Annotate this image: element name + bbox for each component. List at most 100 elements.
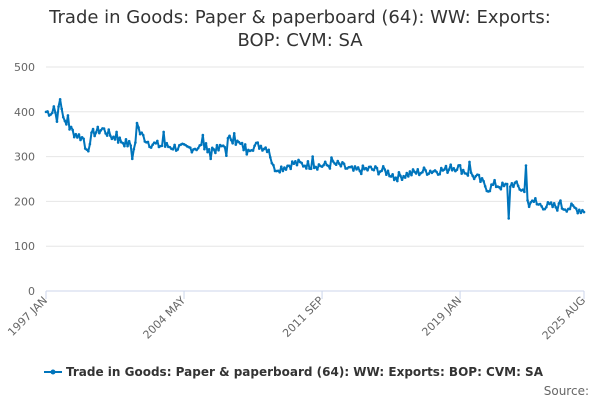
data-point[interactable]	[113, 138, 117, 141]
data-point[interactable]	[424, 169, 427, 172]
data-point[interactable]	[361, 164, 365, 167]
data-point[interactable]	[112, 135, 115, 139]
data-point[interactable]	[534, 196, 537, 200]
data-point[interactable]	[339, 164, 343, 168]
data-point[interactable]	[353, 165, 357, 168]
data-point[interactable]	[102, 127, 106, 130]
data-point[interactable]	[66, 114, 70, 117]
data-point[interactable]	[316, 168, 319, 171]
data-point[interactable]	[229, 138, 233, 142]
data-point[interactable]	[116, 141, 120, 144]
data-point[interactable]	[65, 123, 68, 126]
data-point[interactable]	[570, 202, 573, 205]
data-point[interactable]	[228, 134, 231, 138]
data-point[interactable]	[460, 172, 463, 175]
data-point[interactable]	[421, 170, 424, 174]
data-point[interactable]	[328, 167, 332, 170]
data-point[interactable]	[383, 168, 387, 171]
data-point[interactable]	[265, 150, 269, 154]
data-point[interactable]	[563, 208, 567, 211]
data-point[interactable]	[428, 169, 432, 173]
data-point[interactable]	[240, 141, 244, 145]
data-point[interactable]	[515, 180, 518, 183]
data-point[interactable]	[565, 210, 569, 213]
data-point[interactable]	[217, 148, 220, 152]
data-point[interactable]	[129, 144, 132, 147]
data-point[interactable]	[465, 172, 468, 175]
data-point[interactable]	[287, 164, 291, 168]
data-point[interactable]	[127, 139, 131, 143]
data-point[interactable]	[449, 163, 452, 166]
data-point[interactable]	[416, 168, 420, 171]
data-point[interactable]	[400, 178, 404, 182]
data-point[interactable]	[269, 156, 272, 159]
data-point[interactable]	[141, 133, 145, 137]
data-point[interactable]	[576, 211, 580, 215]
data-point[interactable]	[551, 205, 554, 209]
data-point[interactable]	[523, 190, 526, 194]
data-point[interactable]	[91, 127, 95, 131]
data-point[interactable]	[493, 178, 496, 182]
data-point[interactable]	[107, 128, 111, 131]
data-point[interactable]	[88, 142, 92, 146]
data-point[interactable]	[538, 202, 542, 206]
data-point[interactable]	[557, 202, 561, 205]
data-point[interactable]	[76, 136, 79, 139]
data-point[interactable]	[171, 147, 175, 151]
data-point[interactable]	[151, 143, 154, 146]
data-point[interactable]	[389, 175, 393, 178]
data-point[interactable]	[450, 168, 454, 172]
data-point[interactable]	[579, 211, 583, 215]
data-point[interactable]	[132, 147, 136, 151]
data-point[interactable]	[258, 147, 261, 150]
data-point[interactable]	[278, 170, 282, 174]
data-point[interactable]	[49, 113, 53, 116]
data-point[interactable]	[403, 176, 407, 179]
data-point[interactable]	[279, 165, 283, 168]
data-point[interactable]	[130, 157, 134, 161]
data-point[interactable]	[163, 145, 167, 148]
data-point[interactable]	[68, 128, 71, 131]
data-point[interactable]	[123, 144, 126, 148]
data-point[interactable]	[283, 166, 286, 169]
data-point[interactable]	[521, 188, 525, 191]
data-point[interactable]	[374, 165, 377, 168]
data-point[interactable]	[281, 169, 285, 173]
data-point[interactable]	[270, 161, 274, 165]
data-point[interactable]	[392, 178, 396, 182]
data-point[interactable]	[356, 166, 360, 169]
data-point[interactable]	[290, 160, 294, 163]
data-point[interactable]	[272, 163, 275, 167]
data-point[interactable]	[410, 173, 413, 177]
data-point[interactable]	[377, 172, 380, 176]
data-point[interactable]	[479, 180, 482, 183]
data-point[interactable]	[256, 141, 260, 144]
data-point[interactable]	[93, 134, 96, 138]
data-point[interactable]	[507, 217, 511, 220]
data-point[interactable]	[259, 144, 263, 148]
data-point[interactable]	[549, 201, 553, 204]
data-point[interactable]	[577, 208, 581, 212]
data-point[interactable]	[546, 201, 550, 204]
data-point[interactable]	[149, 146, 153, 149]
data-point[interactable]	[79, 138, 82, 142]
data-point[interactable]	[245, 153, 249, 156]
data-point[interactable]	[552, 201, 556, 205]
data-point[interactable]	[292, 162, 296, 166]
data-point[interactable]	[72, 135, 76, 139]
data-point[interactable]	[203, 147, 206, 151]
data-point[interactable]	[210, 146, 214, 150]
data-point[interactable]	[369, 165, 372, 169]
data-point[interactable]	[355, 168, 358, 171]
data-point[interactable]	[87, 149, 90, 153]
data-point[interactable]	[284, 168, 288, 171]
data-point[interactable]	[480, 176, 484, 180]
data-point[interactable]	[508, 185, 512, 188]
data-point[interactable]	[488, 189, 492, 193]
data-point[interactable]	[574, 207, 578, 210]
data-point[interactable]	[364, 166, 368, 170]
data-point[interactable]	[69, 125, 73, 129]
data-point[interactable]	[581, 208, 584, 212]
data-point[interactable]	[264, 146, 267, 149]
data-point[interactable]	[305, 167, 308, 170]
